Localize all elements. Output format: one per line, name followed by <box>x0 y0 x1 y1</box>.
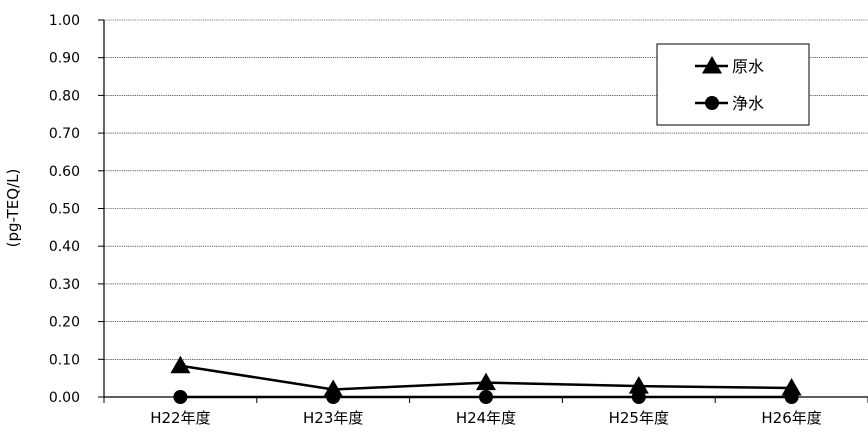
y-tick-label: 0.50 <box>49 202 80 218</box>
circle-marker <box>479 390 493 404</box>
x-tick-label: H26年度 <box>761 409 821 427</box>
y-tick-label: 0.30 <box>49 277 80 293</box>
x-tick-label: H22年度 <box>150 409 210 427</box>
y-axis-label: (pg-TEQ/L) <box>4 169 22 248</box>
legend-marker <box>702 56 722 74</box>
circle-marker <box>631 390 646 404</box>
triangle-marker <box>170 355 191 374</box>
circle-marker <box>326 390 341 404</box>
y-tick-labels: 0.00 0.10 0.20 0.30 0.40 0.50 0.60 0.70 0.80 0.90… <box>49 13 80 406</box>
legend-label: 浄水 <box>732 94 764 113</box>
x-tick-label: H24年度 <box>456 409 516 427</box>
y-tick-label: 0.20 <box>49 315 80 331</box>
circle-marker <box>784 390 799 404</box>
y-tick-label: 0.80 <box>49 88 80 104</box>
legend-item: 浄水 <box>695 94 764 113</box>
triangle-marker <box>781 377 802 396</box>
x-tick-label: H23年度 <box>303 409 363 427</box>
triangle-marker <box>476 372 496 391</box>
y-tick-label: 0.70 <box>49 126 80 142</box>
y-tick-label: 0.40 <box>49 239 80 255</box>
x-tick-label: H25年度 <box>609 409 669 427</box>
legend-marker <box>705 96 719 110</box>
y-tick-label: 0.90 <box>49 51 80 67</box>
y-tick-label: 0.60 <box>49 164 80 180</box>
legend-box <box>656 43 810 126</box>
legend-label: 原水 <box>732 57 764 76</box>
x-tick-labels: H22年度 H23年度 H24年度 H25年度 H26年度 <box>150 409 822 427</box>
data-series <box>170 355 802 404</box>
y-tick-label: 0.10 <box>49 352 80 368</box>
y-tick-label: 1.00 <box>49 13 80 29</box>
series-2 <box>173 390 799 404</box>
y-tick-label: 0.00 <box>49 390 80 406</box>
circle-marker <box>173 390 188 404</box>
triangle-marker <box>628 376 649 394</box>
legend-item: 原水 <box>695 56 764 76</box>
